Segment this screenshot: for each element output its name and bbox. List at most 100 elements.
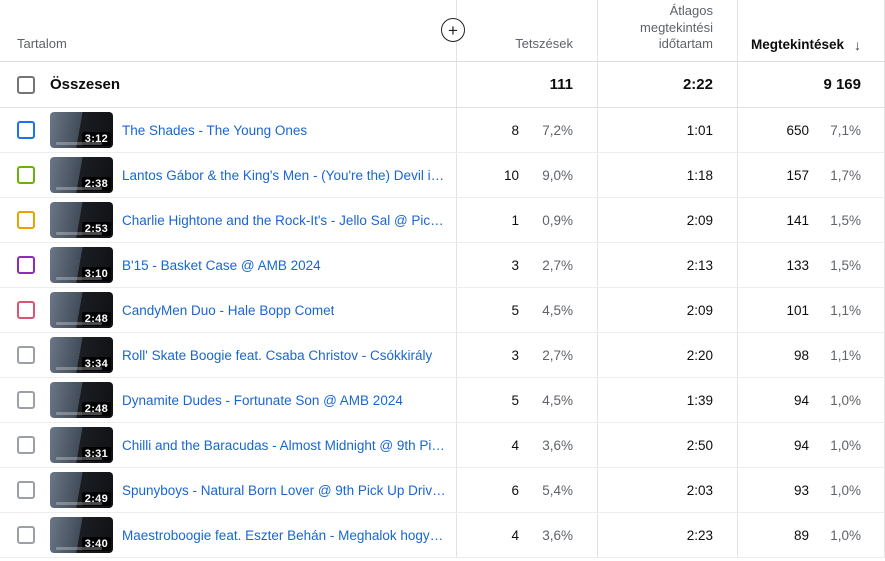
totals-views: 9 169 [823, 76, 861, 93]
video-thumbnail[interactable]: 2:48 [50, 292, 113, 328]
column-header-likes[interactable]: Tetszések [456, 0, 597, 61]
row-checkbox[interactable] [17, 121, 35, 139]
avg-duration-value: 2:09 [686, 302, 713, 318]
video-title-link[interactable]: Maestroboogie feat. Eszter Behán - Megha… [122, 527, 447, 543]
avg-duration-column-label: Átlagos megtekintési időtartam [640, 3, 713, 51]
views-percent: 1,7% [830, 167, 861, 183]
video-title-link[interactable]: Charlie Hightone and the Rock-It's - Jel… [122, 212, 447, 228]
plus-icon: + [448, 20, 458, 40]
video-thumbnail[interactable]: 3:12 [50, 112, 113, 148]
views-value: 133 [786, 257, 809, 273]
likes-value: 3 [511, 257, 519, 273]
video-thumbnail[interactable]: 2:53 [50, 202, 113, 238]
add-metric-button[interactable]: + [441, 18, 465, 42]
video-duration-badge: 2:38 [81, 177, 111, 191]
table-row: 3:10 B'15 - Basket Case @ AMB 2024 3 2,7… [0, 243, 885, 288]
video-thumbnail[interactable]: 2:38 [50, 157, 113, 193]
row-checkbox[interactable] [17, 391, 35, 409]
content-column-label: Tartalom [17, 35, 67, 51]
likes-value: 4 [511, 437, 519, 453]
row-checkbox[interactable] [17, 346, 35, 364]
row-checkbox[interactable] [17, 436, 35, 454]
video-thumbnail[interactable]: 3:40 [50, 517, 113, 553]
views-value: 93 [793, 482, 809, 498]
row-checkbox[interactable] [17, 301, 35, 319]
views-value: 101 [786, 302, 809, 318]
likes-value: 6 [511, 482, 519, 498]
table-row: 3:31 Chilli and the Baracudas - Almost M… [0, 423, 885, 468]
video-duration-badge: 3:10 [81, 267, 111, 281]
video-title-link[interactable]: B'15 - Basket Case @ AMB 2024 [122, 257, 321, 273]
likes-percent: 3,6% [542, 437, 573, 453]
views-value: 94 [793, 437, 809, 453]
likes-percent: 0,9% [542, 212, 573, 228]
views-percent: 1,0% [830, 527, 861, 543]
views-percent: 7,1% [830, 122, 861, 138]
likes-percent: 3,6% [542, 527, 573, 543]
video-title-link[interactable]: Roll' Skate Boogie feat. Csaba Christov … [122, 347, 433, 363]
row-checkbox[interactable] [17, 211, 35, 229]
avg-duration-value: 2:09 [686, 212, 713, 228]
avg-duration-value: 1:18 [686, 167, 713, 183]
table-row: 3:12 The Shades - The Young Ones 8 7,2% … [0, 108, 885, 153]
table-row: 2:53 Charlie Hightone and the Rock-It's … [0, 198, 885, 243]
row-checkbox[interactable] [17, 166, 35, 184]
likes-value: 10 [503, 167, 519, 183]
totals-row: Összesen 111 2:22 9 169 [0, 62, 885, 108]
likes-percent: 9,0% [542, 167, 573, 183]
likes-value: 5 [511, 302, 519, 318]
table-row: 2:48 Dynamite Dudes - Fortunate Son @ AM… [0, 378, 885, 423]
row-checkbox[interactable] [17, 526, 35, 544]
likes-column-label: Tetszések [515, 35, 573, 51]
views-value: 650 [786, 122, 809, 138]
video-thumbnail[interactable]: 2:49 [50, 472, 113, 508]
totals-label: Összesen [50, 76, 121, 93]
likes-percent: 7,2% [542, 122, 573, 138]
table-row: 2:48 CandyMen Duo - Hale Bopp Comet 5 4,… [0, 288, 885, 333]
column-header-avg-duration[interactable]: Átlagos megtekintési időtartam [597, 0, 737, 61]
video-title-link[interactable]: Chilli and the Baracudas - Almost Midnig… [122, 437, 447, 453]
likes-percent: 4,5% [542, 302, 573, 318]
column-header-content[interactable]: Tartalom [0, 0, 456, 61]
likes-percent: 2,7% [542, 347, 573, 363]
views-value: 157 [786, 167, 809, 183]
views-percent: 1,5% [830, 212, 861, 228]
video-duration-badge: 2:49 [81, 492, 111, 506]
avg-duration-value: 2:23 [686, 527, 713, 543]
avg-duration-value: 2:03 [686, 482, 713, 498]
video-title-link[interactable]: CandyMen Duo - Hale Bopp Comet [122, 302, 335, 318]
views-percent: 1,0% [830, 437, 861, 453]
video-title-link[interactable]: The Shades - The Young Ones [122, 122, 308, 138]
video-thumbnail[interactable]: 3:34 [50, 337, 113, 373]
select-all-checkbox[interactable] [17, 75, 35, 94]
likes-percent: 5,4% [542, 482, 573, 498]
row-checkbox[interactable] [17, 256, 35, 274]
table-body: 3:12 The Shades - The Young Ones 8 7,2% … [0, 108, 885, 558]
row-checkbox[interactable] [17, 481, 35, 499]
video-thumbnail[interactable]: 2:48 [50, 382, 113, 418]
likes-value: 1 [511, 212, 519, 228]
totals-likes: 111 [549, 76, 573, 93]
table-row: 2:49 Spunyboys - Natural Born Lover @ 9t… [0, 468, 885, 513]
video-title-link[interactable]: Dynamite Dudes - Fortunate Son @ AMB 202… [122, 392, 403, 408]
video-duration-badge: 3:34 [81, 357, 111, 371]
table-header-row: Tartalom Tetszések Átlagos megtekintési … [0, 0, 885, 62]
views-column-label: Megtekintések [750, 37, 844, 52]
video-duration-badge: 3:12 [81, 132, 111, 146]
avg-duration-value: 1:39 [686, 392, 713, 408]
video-title-link[interactable]: Spunyboys - Natural Born Lover @ 9th Pic… [122, 482, 447, 498]
video-title-link[interactable]: Lantos Gábor & the King's Men - (You're … [122, 167, 447, 183]
avg-duration-value: 2:50 [686, 437, 713, 453]
video-duration-badge: 2:48 [81, 402, 111, 416]
likes-value: 8 [511, 122, 519, 138]
views-percent: 1,1% [830, 302, 861, 318]
table-row: 3:40 Maestroboogie feat. Eszter Behán - … [0, 513, 885, 558]
column-header-views[interactable]: Megtekintések ↓ [737, 0, 885, 61]
views-percent: 1,1% [830, 347, 861, 363]
video-duration-badge: 2:53 [81, 222, 111, 236]
video-thumbnail[interactable]: 3:31 [50, 427, 113, 463]
totals-avg-duration: 2:22 [682, 76, 713, 93]
likes-value: 3 [511, 347, 519, 363]
video-thumbnail[interactable]: 3:10 [50, 247, 113, 283]
likes-value: 4 [511, 527, 519, 543]
